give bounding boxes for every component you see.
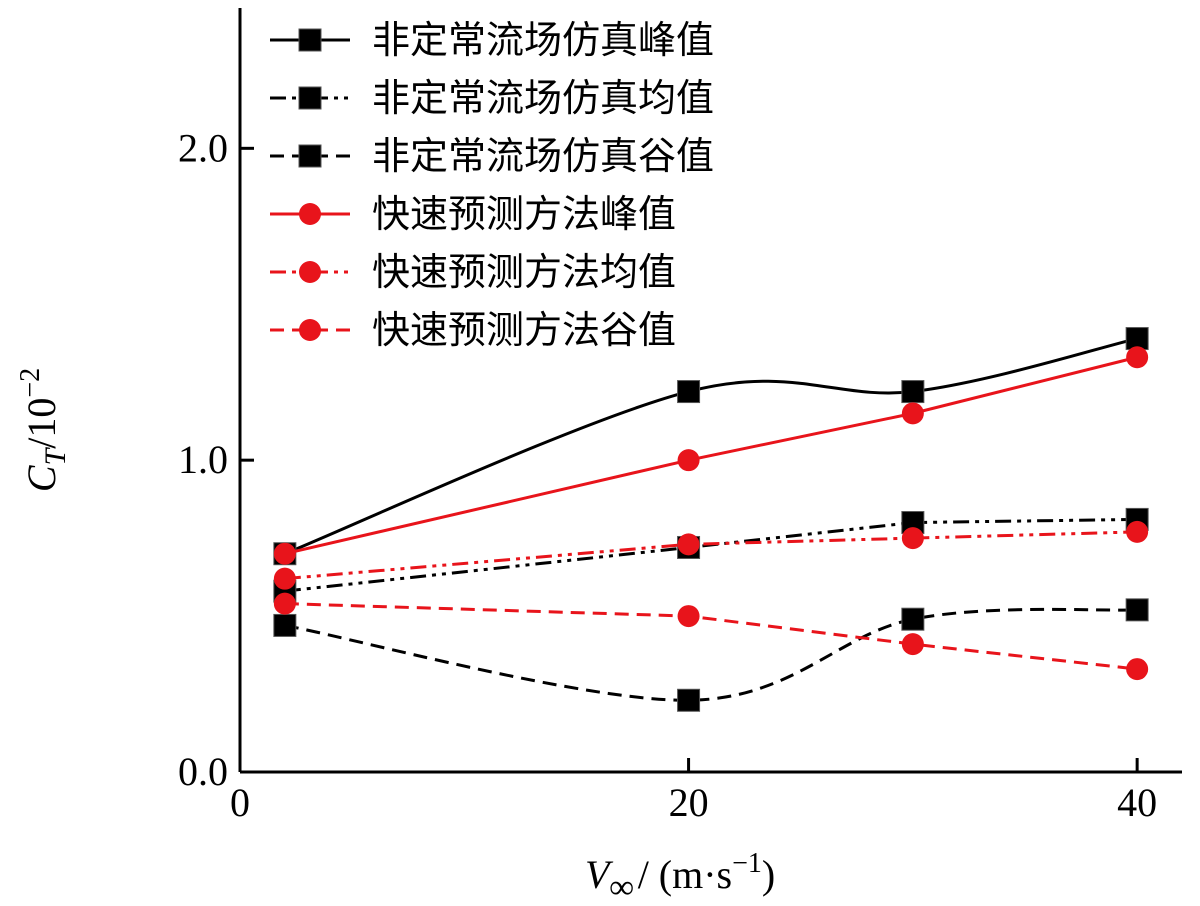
x-tick-label: 20 — [669, 780, 709, 825]
legend-label: 非定常流场仿真峰值 — [372, 18, 714, 62]
series-line — [284, 607, 1138, 702]
legend-marker — [298, 28, 322, 52]
plot-area — [273, 327, 1149, 712]
data-point — [677, 688, 701, 712]
legend-label: 快速预测方法均值 — [372, 250, 676, 294]
data-point — [273, 592, 296, 615]
data-point — [901, 527, 924, 550]
legend-label: 非定常流场仿真谷值 — [372, 134, 714, 178]
legend-label: 快速预测方法谷值 — [372, 308, 676, 352]
x-axis-title: V∞ / (m·s−1) — [585, 848, 775, 906]
legend-label: 快速预测方法峰值 — [372, 192, 676, 236]
legend-entry-5: 快速预测方法均值 — [270, 250, 676, 294]
legend-marker — [299, 261, 321, 283]
series-line — [284, 517, 1138, 593]
ticks: 0.0 1.0 2.0 0 20 40 — [178, 125, 1157, 825]
legend-marker — [299, 319, 321, 341]
y-tick-label: 0.0 — [178, 749, 228, 794]
data-point — [901, 402, 924, 425]
legend-entry-6: 快速预测方法谷值 — [270, 308, 676, 352]
series-line — [284, 337, 1138, 556]
legend-marker — [298, 144, 322, 168]
legend-entry-2: 非定常流场仿真均值 — [270, 76, 714, 120]
data-point — [1125, 598, 1149, 622]
legend-marker — [298, 86, 322, 110]
data-point — [901, 607, 925, 631]
data-point — [677, 449, 700, 472]
series-2 — [273, 507, 1149, 603]
legend-entry-1: 非定常流场仿真峰值 — [270, 18, 714, 62]
data-point — [1126, 658, 1149, 681]
legend-marker — [299, 203, 321, 225]
legend-entry-3: 非定常流场仿真谷值 — [270, 134, 714, 178]
data-point — [677, 380, 701, 404]
series-6 — [273, 592, 1149, 681]
series-line — [284, 602, 1138, 671]
data-point — [901, 380, 925, 404]
series-4 — [273, 346, 1149, 565]
data-point — [273, 542, 296, 565]
legend: 非定常流场仿真峰值非定常流场仿真均值非定常流场仿真谷值快速预测方法峰值快速预测方… — [270, 18, 714, 352]
series-line — [284, 355, 1138, 556]
series-3 — [273, 598, 1149, 712]
data-point — [1126, 346, 1149, 369]
y-tick-label: 2.0 — [178, 125, 228, 170]
x-tick-label: 40 — [1117, 780, 1157, 825]
y-tick-label: 1.0 — [178, 437, 228, 482]
y-axis-title: CT/10−2 — [15, 368, 72, 492]
legend-entry-4: 快速预测方法峰值 — [270, 192, 676, 236]
data-point — [677, 533, 700, 556]
series-5 — [273, 520, 1149, 590]
series-1 — [273, 327, 1149, 566]
data-point — [1126, 520, 1149, 543]
data-point — [901, 633, 924, 656]
data-point — [1125, 327, 1149, 351]
data-point — [273, 613, 297, 637]
legend-label: 非定常流场仿真均值 — [372, 76, 714, 120]
axes — [238, 8, 1182, 774]
x-tick-label: 0 — [230, 780, 250, 825]
series-line — [284, 530, 1138, 581]
data-point — [677, 605, 700, 628]
data-point — [273, 567, 296, 590]
